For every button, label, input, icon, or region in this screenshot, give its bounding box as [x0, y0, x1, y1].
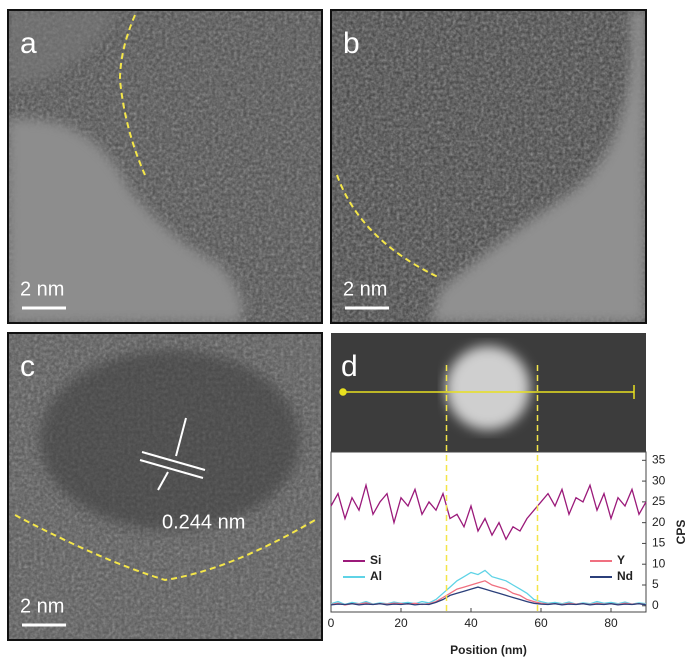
y-tick-label: 35 [652, 452, 666, 466]
x-tick-label: 0 [328, 616, 335, 630]
panel-label: d [341, 350, 358, 383]
panel-label: a [20, 27, 37, 60]
tem-image-c [8, 333, 322, 640]
y-tick-label: 25 [652, 494, 666, 508]
panel-label: c [20, 350, 35, 383]
legend-label: Nd [617, 569, 633, 583]
scale-bar-label: 2 nm [343, 278, 387, 300]
scan-line [339, 385, 635, 399]
tem-image-b [331, 10, 646, 323]
y-tick-label: 10 [652, 556, 666, 570]
x-tick-label: 20 [394, 616, 408, 630]
legend-label: Y [617, 553, 625, 567]
panel-frame [7, 332, 323, 641]
panel-frame [330, 9, 647, 324]
particle [446, 346, 530, 430]
x-tick-label: 40 [464, 616, 478, 630]
y-tick-label: 20 [652, 515, 666, 529]
legend-label: Al [370, 569, 382, 583]
x-tick-label: 60 [534, 616, 548, 630]
lattice-spacing: 0.244 nm [162, 511, 245, 533]
x-axis-label: Position (nm) [450, 643, 527, 657]
line-plot: 0 20 40 60 80 0 5 10 15 20 25 30 35 Position (nm) CPS S… [328, 452, 689, 657]
legend-label: Si [370, 553, 381, 567]
panel-frame [7, 9, 323, 324]
y-tick-label: 5 [652, 577, 659, 591]
x-tick-label: 80 [604, 616, 618, 630]
series-line [330, 586, 647, 606]
y-tick-label: 0 [652, 598, 659, 612]
tem-image-a [8, 10, 322, 323]
series-line [330, 482, 647, 541]
plot-area [330, 451, 647, 613]
scale-bar-label: 2 nm [20, 278, 64, 300]
panel-label: b [343, 27, 360, 60]
y-tick-label: 30 [652, 473, 666, 487]
y-axis-label: CPS [674, 520, 688, 545]
lattice-marker [139, 417, 206, 491]
scale-bar-label: 2 nm [20, 595, 64, 617]
y-tick-label: 15 [652, 536, 666, 550]
